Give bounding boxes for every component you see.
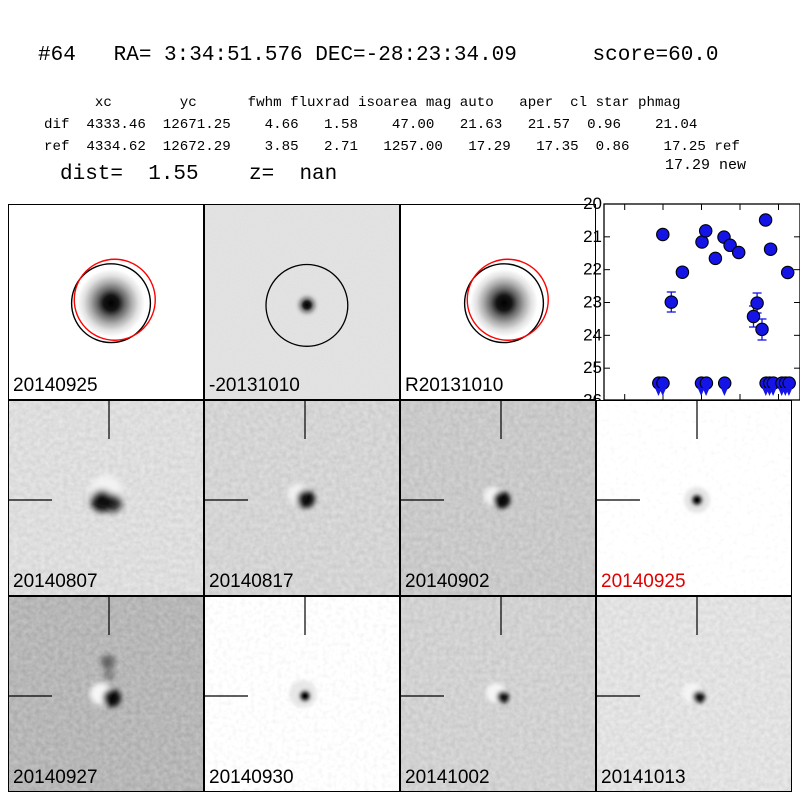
svg-text:20: 20	[583, 194, 602, 213]
svg-text:23: 23	[583, 293, 602, 312]
svg-text:25: 25	[583, 358, 602, 377]
svg-text:22: 22	[583, 260, 602, 279]
svg-text:24: 24	[583, 325, 602, 344]
svg-text:21: 21	[583, 227, 602, 246]
